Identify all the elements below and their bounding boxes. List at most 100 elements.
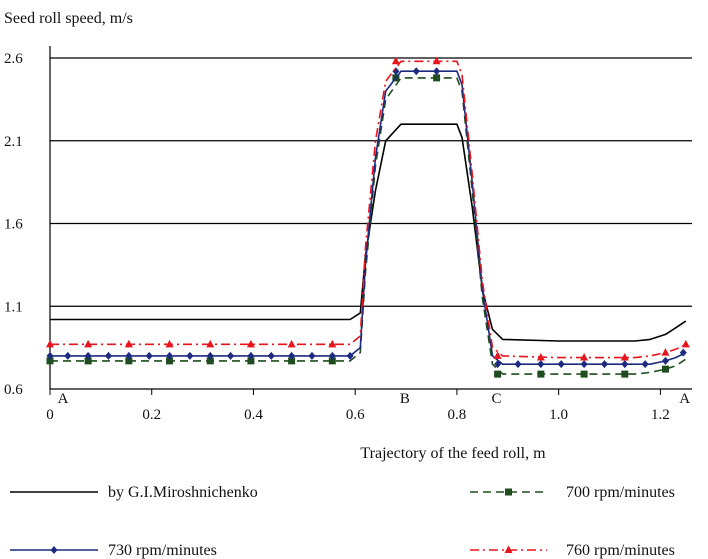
data-point: [412, 67, 420, 76]
x-tick-label: 0.4: [244, 407, 263, 423]
x-tick-label: 1.0: [549, 407, 568, 423]
point-label: A: [679, 391, 690, 407]
data-point: [621, 370, 629, 378]
data-point: [84, 339, 93, 348]
data-point: [580, 353, 589, 361]
data-point: [104, 351, 112, 360]
data-point: [125, 351, 133, 360]
series-line: [50, 77, 687, 375]
x-tick-label: 0: [46, 407, 54, 423]
x-tick-labels: 0 0.2 0.4 0.6 0.8 1.0 1.2: [46, 407, 670, 423]
legend-label: 700 rpm/minutes: [566, 484, 675, 501]
data-point: [580, 360, 588, 369]
data-point: [504, 545, 513, 553]
series-diamond: [46, 67, 687, 369]
series-line: [50, 123, 687, 342]
x-tick-label: 0.2: [142, 407, 161, 423]
data-point: [580, 370, 588, 378]
data-point: [165, 339, 174, 348]
data-point: [186, 351, 194, 360]
legend-item: 760 rpm/minutes: [470, 542, 675, 559]
data-point: [494, 360, 502, 369]
y-tick-labels: 0.6 1.1 1.6 2.1 2.6: [4, 51, 23, 398]
y-tick-label: 2.1: [4, 134, 23, 150]
data-point: [661, 356, 669, 365]
data-point: [288, 357, 296, 365]
data-point: [433, 67, 441, 76]
data-point: [494, 370, 502, 378]
data-point: [206, 339, 215, 348]
series-line: [50, 60, 687, 359]
legend-label: by G.I.Miroshnichenko: [108, 484, 258, 501]
data-point: [125, 357, 133, 365]
data-point: [620, 353, 629, 361]
y-tick-label: 1.6: [4, 217, 23, 233]
data-point: [246, 339, 255, 348]
legend: by G.I.Miroshnichenko 700 rpm/minutes 730 …: [10, 484, 675, 559]
data-point: [46, 339, 54, 348]
data-point: [493, 351, 502, 359]
data-point: [206, 351, 214, 360]
data-point: [288, 351, 296, 360]
grid: [50, 57, 692, 307]
x-tick-label: 0.6: [346, 407, 365, 423]
data-point: [247, 351, 255, 360]
data-point: [64, 351, 72, 360]
data-point: [557, 360, 565, 369]
y-tick-label: 2.6: [4, 51, 23, 67]
data-point: [505, 488, 512, 496]
legend-item: by G.I.Miroshnichenko: [10, 484, 258, 501]
data-point: [50, 546, 58, 554]
data-point: [124, 339, 133, 348]
data-point: [432, 56, 441, 65]
y-tick-label: 1.1: [4, 299, 23, 315]
data-point: [346, 351, 354, 360]
data-point: [328, 339, 337, 348]
data-point: [661, 348, 670, 356]
data-point: [84, 357, 92, 365]
data-point: [641, 360, 649, 369]
y-axis-label: Seed roll speed, m/s: [4, 10, 133, 27]
data-point: [621, 360, 629, 369]
data-point: [287, 339, 296, 348]
series-group: [46, 56, 690, 378]
data-point: [46, 357, 54, 365]
data-point: [166, 351, 174, 360]
data-point: [681, 339, 690, 348]
data-point: [145, 351, 153, 360]
series-triangle: [46, 56, 690, 361]
data-point: [267, 351, 275, 360]
data-point: [46, 351, 54, 360]
data-point: [537, 360, 545, 369]
data-point: [206, 357, 214, 365]
point-label: C: [491, 391, 501, 407]
point-label: A: [58, 391, 69, 407]
data-point: [227, 351, 235, 360]
x-tick-label: 0.8: [448, 407, 467, 423]
series-square: [46, 74, 687, 378]
point-label: B: [400, 391, 410, 407]
data-point: [308, 351, 316, 360]
legend-item: 730 rpm/minutes: [10, 542, 217, 559]
data-point: [391, 56, 400, 65]
data-point: [328, 351, 336, 360]
axes: [49, 46, 692, 395]
data-point: [536, 353, 545, 361]
legend-label: 730 rpm/minutes: [108, 542, 217, 559]
data-point: [661, 365, 669, 373]
data-point: [84, 351, 92, 360]
data-point: [537, 370, 545, 378]
data-point: [247, 357, 255, 365]
legend-label: 760 rpm/minutes: [566, 542, 675, 559]
x-axis-label: Trajectory of the feed roll, m: [360, 445, 546, 462]
x-tick-label: 1.2: [651, 407, 670, 423]
series-reference: [50, 123, 687, 342]
data-point: [328, 357, 336, 365]
data-point: [433, 74, 441, 82]
data-point: [600, 360, 608, 369]
y-tick-label: 0.6: [4, 382, 23, 398]
data-point: [166, 357, 174, 365]
data-point: [514, 360, 522, 369]
